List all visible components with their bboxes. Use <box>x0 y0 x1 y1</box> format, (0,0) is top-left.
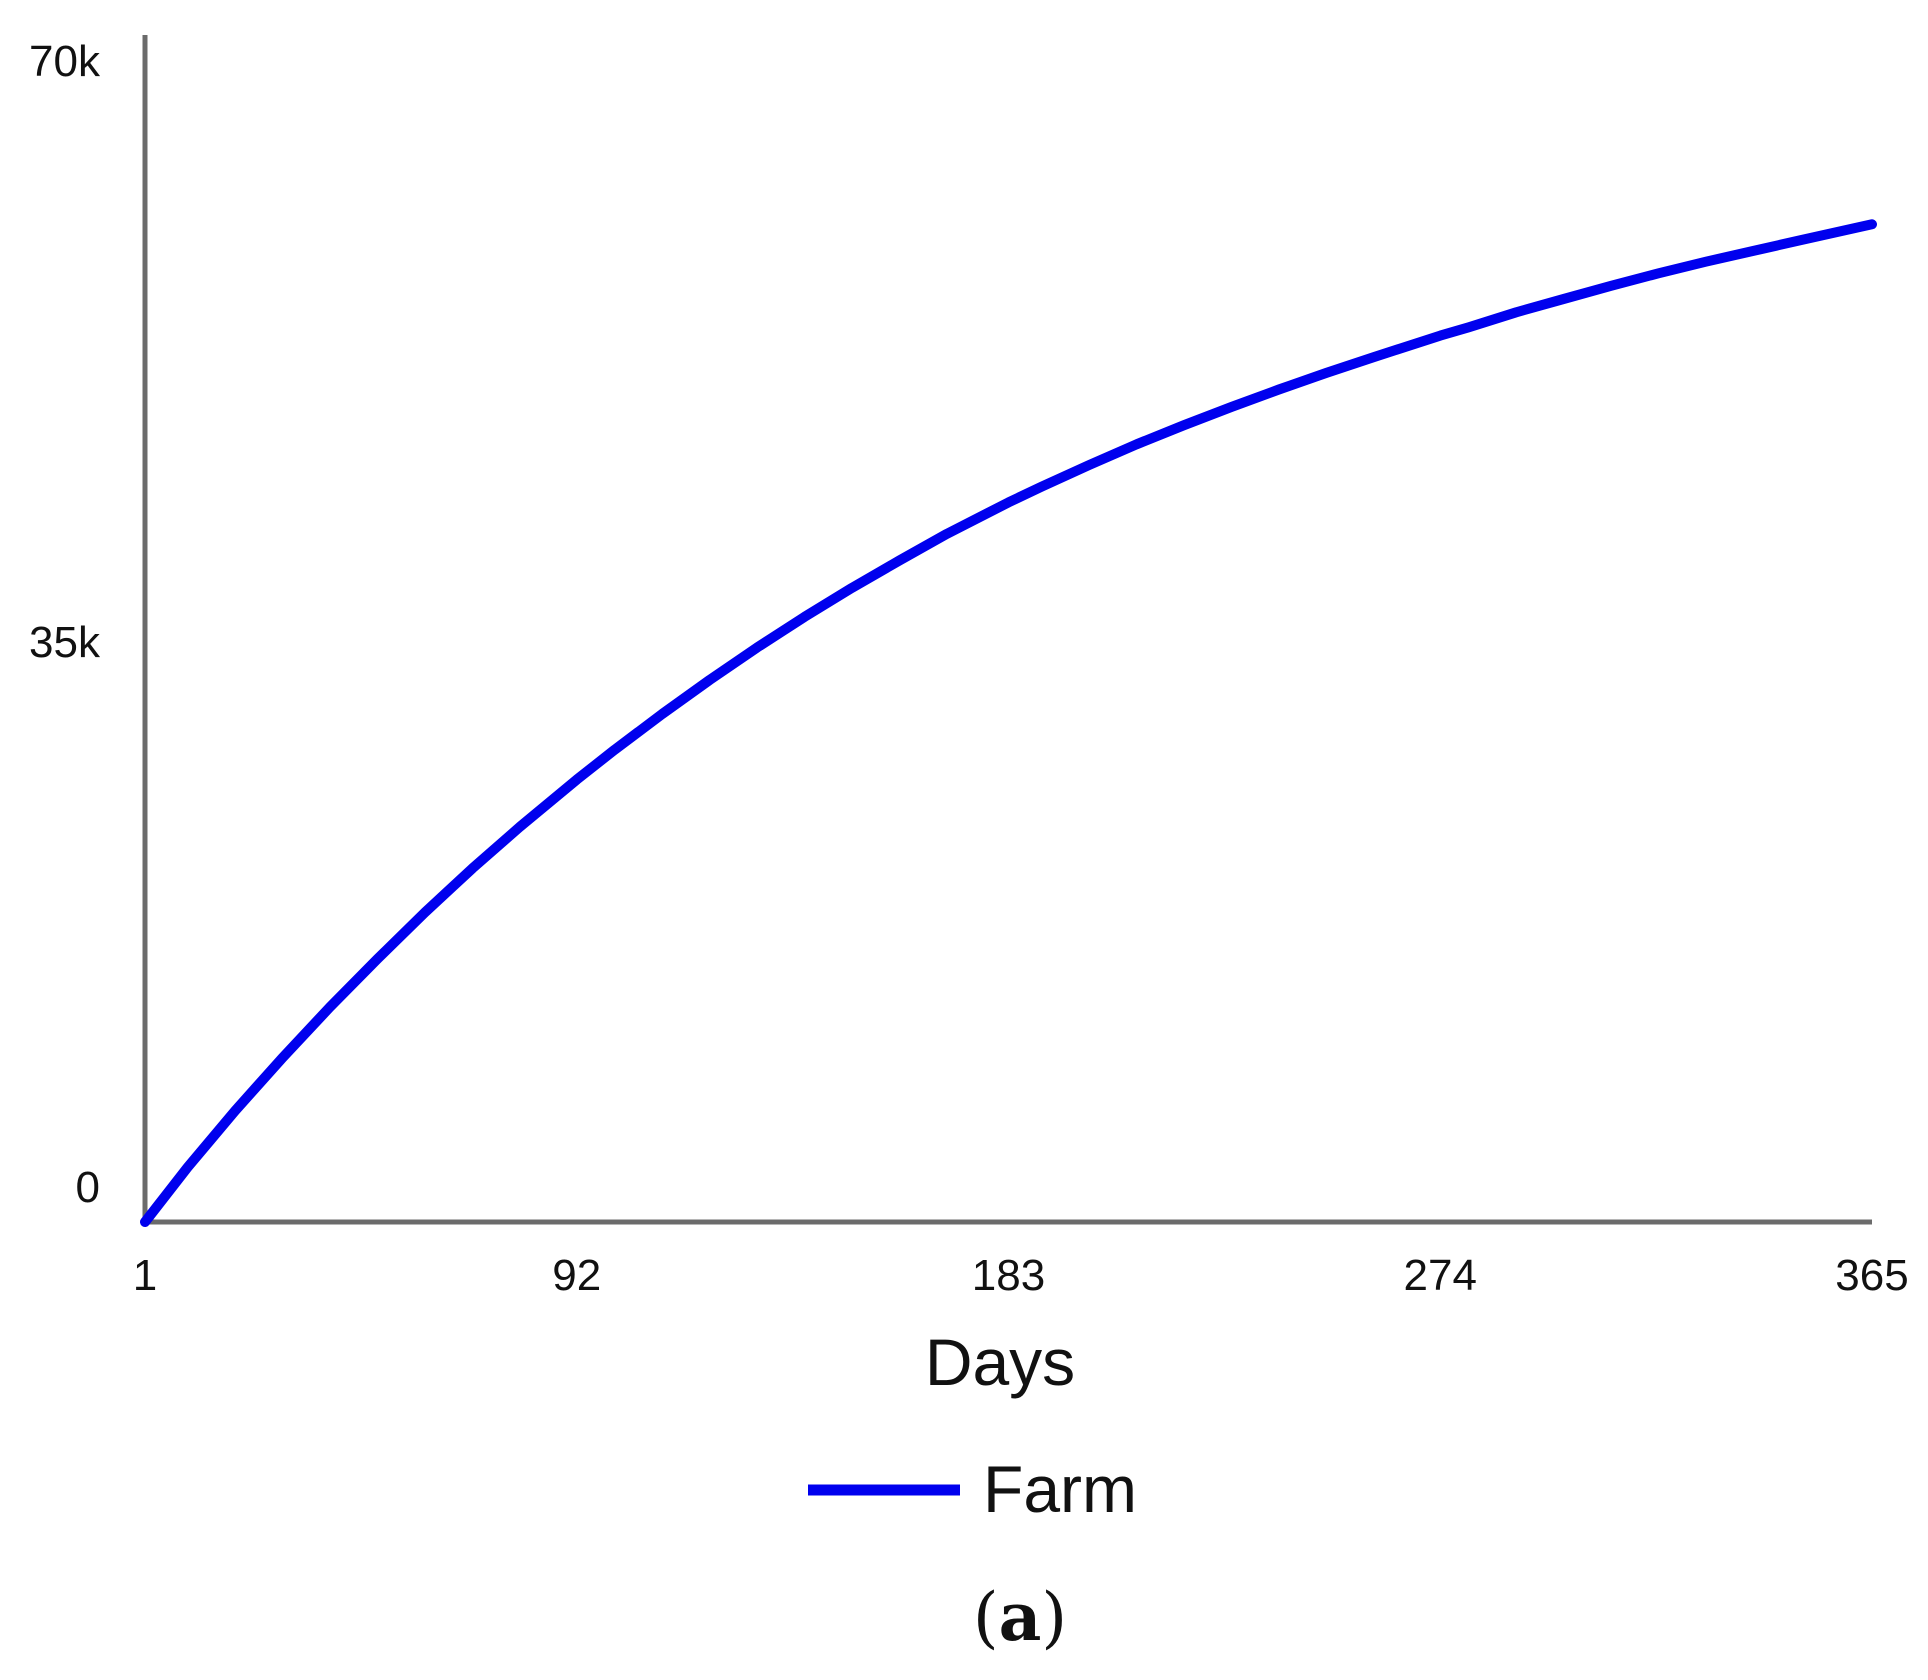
legend: Farm <box>808 1452 1137 1526</box>
x-tick-label-1: 1 <box>133 1251 157 1300</box>
x-tick-label-92: 92 <box>552 1251 601 1300</box>
y-tick-label-70k: 70k <box>29 37 101 86</box>
x-tick-label-365: 365 <box>1835 1251 1908 1300</box>
panel-label: (a) <box>973 1578 1067 1656</box>
series-line-farm <box>140 219 1877 1227</box>
series-layer <box>140 219 1877 1227</box>
x-axis-title: Days <box>925 1325 1075 1399</box>
x-tick-labels: 1 92 183 274 365 <box>133 1251 1909 1300</box>
panel-label-letter: a <box>999 1578 1042 1656</box>
y-tick-labels: 0 35k 70k <box>29 37 101 1212</box>
panel-label-open: ( <box>973 1579 999 1656</box>
x-tick-label-274: 274 <box>1404 1251 1477 1300</box>
y-tick-label-0: 0 <box>76 1163 100 1212</box>
panel-label-close: ) <box>1041 1579 1067 1656</box>
plot-area <box>140 35 1877 1227</box>
y-tick-label-35k: 35k <box>29 618 101 667</box>
x-tick-label-183: 183 <box>972 1251 1045 1300</box>
legend-label-farm: Farm <box>983 1452 1137 1526</box>
